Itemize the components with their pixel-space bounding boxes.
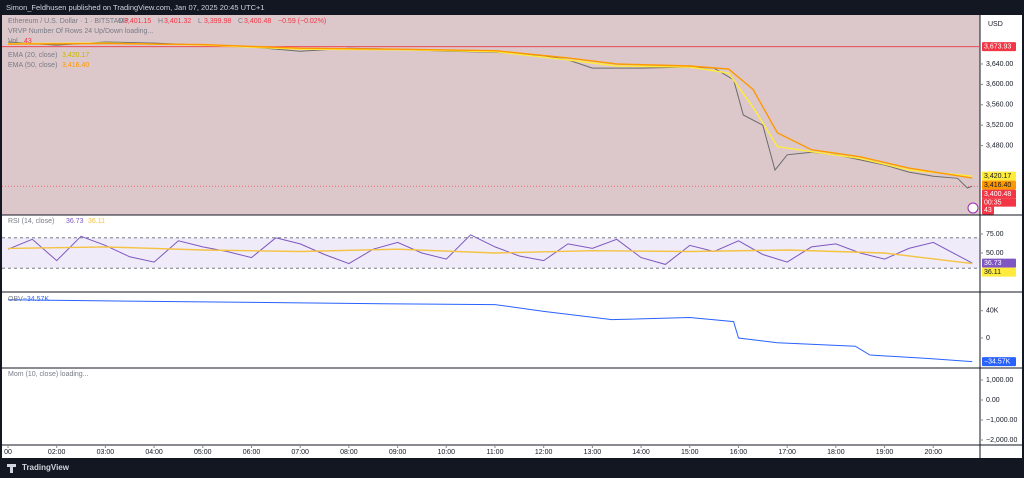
y-tick-label: 40K bbox=[986, 308, 999, 315]
price-label: 43 bbox=[984, 207, 992, 214]
x-tick-label: 19:00 bbox=[876, 449, 894, 456]
price-label: 36.11 bbox=[984, 269, 1001, 276]
x-tick-label: 18:00 bbox=[827, 449, 845, 456]
price-label: 3,416.40 bbox=[984, 182, 1011, 189]
countdown-box bbox=[982, 198, 1016, 207]
brand: TradingView bbox=[22, 463, 70, 472]
x-tick-label: 10:00 bbox=[438, 449, 456, 456]
brand-logo bbox=[7, 464, 16, 473]
x-tick-label: 06:00 bbox=[243, 449, 261, 456]
legend-value: 3,420.17 bbox=[62, 52, 89, 59]
panel-title: Mom (10, close) loading... bbox=[8, 371, 89, 378]
ohlc-value: 3,401.32 bbox=[164, 18, 191, 25]
price-label-box bbox=[982, 171, 1016, 181]
ohlc-value: 3,401.15 bbox=[124, 18, 151, 25]
legend-value: −34.57K bbox=[23, 296, 50, 303]
countdown: 00:35 bbox=[984, 199, 1002, 206]
x-tick-label: 04:00 bbox=[145, 449, 163, 456]
change-value: −0.59 (−0.02%) bbox=[278, 18, 326, 25]
ohlc-name: H bbox=[158, 18, 163, 25]
legend-entry: OBV bbox=[8, 296, 23, 303]
x-tick-label: 15:00 bbox=[681, 449, 699, 456]
x-tick-label: 11:00 bbox=[486, 449, 503, 456]
ohlc-name: O bbox=[118, 18, 124, 25]
legend-value: 3,416.40 bbox=[62, 62, 89, 69]
legend-entry: RSI (14, close) bbox=[8, 218, 54, 225]
price-label: 3,400.48 bbox=[984, 191, 1011, 198]
legend-entry: Ethereum / U.S. Dollar · 1 · BITSTAMP bbox=[8, 18, 129, 25]
volume-name: Vol bbox=[8, 38, 18, 45]
legend-entry: EMA (20, close) bbox=[8, 52, 57, 59]
y-tick-label: 3,520.00 bbox=[986, 122, 1013, 129]
y-tick-label: −1,000.00 bbox=[986, 417, 1017, 424]
price-label: 3,420.17 bbox=[984, 173, 1011, 180]
x-tick-label: 07:00 bbox=[291, 449, 309, 456]
price-label: 36.73 bbox=[984, 260, 1002, 267]
price-label-box bbox=[982, 258, 1016, 268]
y-tick-label: −2,000.00 bbox=[986, 437, 1017, 444]
y-tick-label: 1,000.00 bbox=[986, 377, 1013, 384]
x-tick-label: 16:00 bbox=[730, 449, 748, 456]
legend-value: 36.73 bbox=[66, 218, 84, 225]
y-tick-label: 3,560.00 bbox=[986, 102, 1013, 109]
x-tick-label: 08:00 bbox=[340, 449, 358, 456]
volume-value: 43 bbox=[24, 38, 32, 45]
price-label-box bbox=[982, 42, 1016, 52]
series-line bbox=[7, 42, 973, 179]
price-label-box bbox=[982, 189, 1016, 199]
publish-note: Simon_Feldhusen published on TradingView… bbox=[6, 3, 265, 12]
x-tick-label: 02:00 bbox=[48, 449, 66, 456]
currency: USD bbox=[988, 21, 1003, 28]
legend-entry: EMA (50, close) bbox=[8, 62, 57, 69]
price-label: −34.57K bbox=[984, 358, 1011, 365]
series-line bbox=[7, 246, 973, 265]
highlight-overlay bbox=[2, 15, 980, 215]
series-line bbox=[7, 42, 973, 177]
x-tick-label: 13:00 bbox=[584, 449, 602, 456]
x-tick-label: 14:00 bbox=[632, 449, 650, 456]
ohlc-value: 3,400.48 bbox=[244, 18, 271, 25]
ohlc-value: 3,399.98 bbox=[204, 18, 231, 25]
price-label-box bbox=[982, 267, 1016, 277]
y-tick-label: 3,600.00 bbox=[986, 81, 1013, 88]
series-line bbox=[7, 234, 973, 265]
x-tick-label: 12:00 bbox=[535, 449, 553, 456]
legend-value: 36.11 bbox=[88, 218, 105, 225]
y-tick-label: 3,640.00 bbox=[986, 61, 1013, 68]
price-label-box bbox=[982, 180, 1016, 190]
alert-icon[interactable] bbox=[967, 202, 979, 214]
y-tick-label: 0 bbox=[986, 335, 990, 342]
price-label: 3,673.93 bbox=[984, 44, 1011, 51]
ohlc-name: L bbox=[198, 18, 202, 25]
y-tick-label: 50.00 bbox=[986, 250, 1004, 257]
price-label-box bbox=[982, 205, 994, 215]
y-tick-label: 75.00 bbox=[986, 231, 1004, 238]
y-tick-label: 3,480.00 bbox=[986, 142, 1013, 149]
indicator-label: VRVP Number Of Rows 24 Up/Down loading..… bbox=[8, 28, 153, 35]
price-label-box bbox=[982, 357, 1016, 367]
series-line bbox=[7, 299, 973, 363]
ohlc-name: C bbox=[238, 18, 243, 25]
x-tick-label: 17:00 bbox=[778, 449, 796, 456]
y-tick-label: 0.00 bbox=[986, 397, 1000, 404]
x-tick-label: 09:00 bbox=[389, 449, 407, 456]
x-tick-label: 00 bbox=[4, 449, 12, 456]
x-tick-label: 03:00 bbox=[97, 449, 115, 456]
x-tick-label: 20:00 bbox=[924, 449, 942, 456]
x-tick-label: 05:00 bbox=[194, 449, 212, 456]
